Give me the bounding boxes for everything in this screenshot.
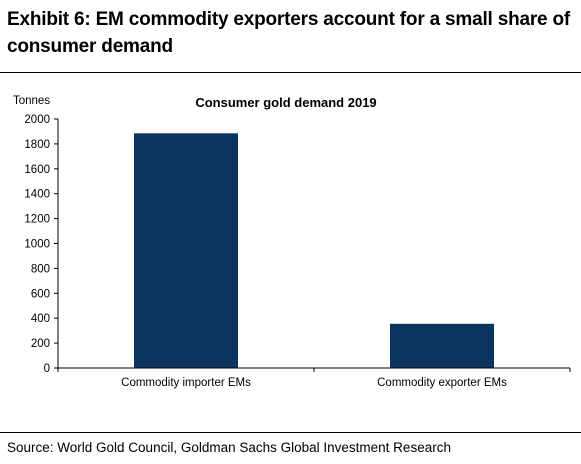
bar-commodity-exporter-ems <box>390 323 494 368</box>
y-tick-label: 1000 <box>24 239 50 251</box>
footer-divider <box>0 432 581 433</box>
y-tick-label: 200 <box>31 338 50 350</box>
y-tick-label: 1400 <box>24 189 50 201</box>
exhibit-title: Exhibit 6: EM commodity exporters accoun… <box>7 9 571 57</box>
bars <box>134 133 494 368</box>
y-tick-label: 2000 <box>24 114 50 126</box>
axes: 0 200 400 600 800 1000 1200 1400 1600 1800 2000 Com… <box>24 114 571 389</box>
y-tick-label: 1200 <box>24 214 50 226</box>
x-category-label: Commodity importer EMs <box>121 377 251 389</box>
y-tick-label: 1800 <box>24 139 50 151</box>
y-tick-label: 800 <box>31 263 50 275</box>
y-tick-label: 400 <box>31 313 50 325</box>
title-divider <box>0 72 581 73</box>
y-tick-label: 1600 <box>24 164 50 176</box>
chart-title: Consumer gold demand 2019 <box>195 95 376 110</box>
y-axis-unit-label: Tonnes <box>13 95 50 107</box>
bar-commodity-importer-ems <box>134 133 238 368</box>
y-tick-label: 0 <box>44 363 50 375</box>
x-category-label: Commodity exporter EMs <box>377 377 507 389</box>
source-note: Source: World Gold Council, Goldman Sach… <box>7 440 451 455</box>
bar-chart: Consumer gold demand 2019 Tonnes 0 200 400… <box>13 95 571 389</box>
y-tick-label: 600 <box>31 288 50 300</box>
